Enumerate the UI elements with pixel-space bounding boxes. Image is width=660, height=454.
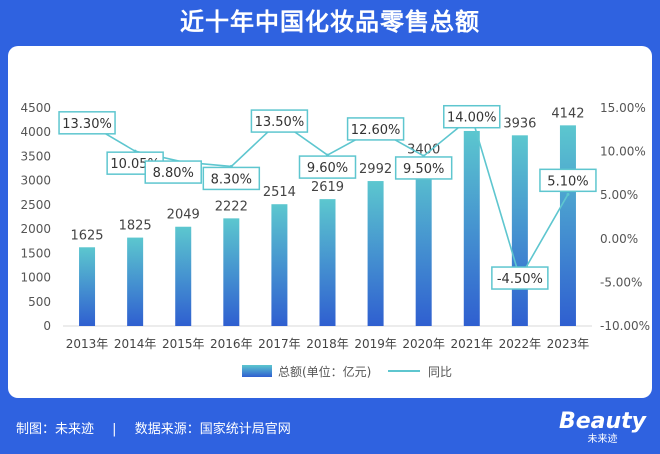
data-source: 数据来源：国家统计局官网 xyxy=(134,422,291,437)
x-tick-label: 2015年 xyxy=(162,337,205,351)
bar xyxy=(559,125,576,326)
page-title: 近十年中国化妆品零售总额 xyxy=(180,8,480,36)
brand-subtitle: 未来迹 xyxy=(587,434,618,445)
bar-value-label: 2992 xyxy=(359,162,392,177)
x-tick-label: 2016年 xyxy=(210,337,253,351)
yoy-label-box xyxy=(202,166,261,191)
yoy-label-box xyxy=(491,266,549,290)
yoy-label-box xyxy=(144,160,202,184)
y-axis-left: 0 500 1000 1500 2000 2500 3000 3500 4000 4500 xyxy=(20,101,51,333)
y-left-tick: 2000 xyxy=(20,222,51,236)
y-right-tick: -5.00% xyxy=(600,275,642,289)
bar xyxy=(367,181,384,326)
yoy-label-box xyxy=(346,117,405,141)
y-left-tick: 500 xyxy=(28,295,51,309)
yoy-label: -4.50% xyxy=(497,272,543,287)
bar xyxy=(511,135,528,326)
x-tick-label: 2020年 xyxy=(402,337,445,351)
bar-value-label: 3936 xyxy=(503,116,536,131)
bar-value-label: 2514 xyxy=(263,185,296,200)
bar xyxy=(175,226,192,326)
x-tick-label: 2013年 xyxy=(66,337,109,351)
y-right-tick: 15.00% xyxy=(600,101,646,115)
yoy-label: 14.00% xyxy=(447,111,497,126)
credits: 制图：未来迹 | 数据来源：国家统计局官网 xyxy=(16,418,291,437)
y-left-tick: 2500 xyxy=(20,198,51,212)
y-right-tick: 0.00% xyxy=(600,232,638,246)
legend: 总额(单位：亿元) 同比 xyxy=(242,364,452,379)
yoy-label: 9.60% xyxy=(307,161,348,176)
y-right-tick: 10.00% xyxy=(600,145,646,159)
x-tick-label: 2017年 xyxy=(258,337,301,351)
made-by: 制图：未来迹 xyxy=(16,422,95,437)
x-tick-label: 2022年 xyxy=(499,337,542,351)
y-right-tick: 5.00% xyxy=(600,188,638,202)
x-tick-label: 2019年 xyxy=(354,337,397,351)
chart-card: 0 500 1000 1500 2000 2500 3000 3500 4000 4500 -10… xyxy=(8,46,652,398)
yoy-label-box xyxy=(250,109,309,133)
x-tick-label: 2014年 xyxy=(114,337,157,351)
bar xyxy=(415,161,432,326)
yoy-label: 5.10% xyxy=(547,174,588,189)
y-left-tick: 1000 xyxy=(20,271,51,285)
y-left-tick: 0 xyxy=(43,319,51,333)
brand-name: Beauty xyxy=(558,409,646,434)
yoy-label-box xyxy=(539,168,597,193)
yoy-label: 9.50% xyxy=(403,162,444,177)
line-point xyxy=(566,192,570,196)
yoy-label-box xyxy=(394,156,453,180)
y-axis-right: -10.00% -5.00% 0.00% 5.00% 10.00% 15.00% xyxy=(600,101,650,333)
x-tick-label: 2023年 xyxy=(547,337,590,351)
y-left-tick: 1500 xyxy=(20,246,51,260)
y-left-tick: 4000 xyxy=(20,125,51,139)
bar-value-label: 1625 xyxy=(70,228,103,243)
bar xyxy=(127,237,144,326)
bar-value-label: 4142 xyxy=(551,106,584,121)
y-left-tick: 3500 xyxy=(20,149,51,163)
yoy-label-box xyxy=(443,104,501,129)
brand-logo: Beauty 未来迹 xyxy=(559,410,646,446)
x-axis: 2013年 2014年 2015年 2016年 2017年 2018年 2019年 2020年… xyxy=(63,325,592,351)
bar-value-label: 3400 xyxy=(407,142,440,157)
yoy-label: 8.80% xyxy=(153,166,194,181)
legend-line-label: 同比 xyxy=(428,365,452,379)
yoy-label: 12.60% xyxy=(351,123,401,138)
y-left-tick: 4500 xyxy=(20,101,51,115)
x-tick-label: 2018年 xyxy=(306,337,349,351)
bar xyxy=(271,204,288,326)
yoy-label: 13.30% xyxy=(62,117,112,132)
y-left-tick: 3000 xyxy=(20,174,51,188)
bar-value-label: 2222 xyxy=(215,199,248,214)
bar xyxy=(79,247,96,326)
legend-bar-swatch xyxy=(242,365,272,377)
yoy-label-box xyxy=(298,155,357,179)
bar-value-label: 1825 xyxy=(119,219,152,234)
bar-value-label: 2049 xyxy=(167,208,200,223)
footer: 制图：未来迹 | 数据来源：国家统计局官网 Beauty 未来迹 xyxy=(0,404,660,454)
x-tick-label: 2021年 xyxy=(450,337,493,351)
legend-bar-label: 总额(单位：亿元) xyxy=(278,364,371,379)
line-labels: 13.30%10.05%8.80% 8.30%13.50%9.60%12.60%9… xyxy=(58,104,597,290)
yoy-label: 13.50% xyxy=(255,115,305,130)
bar xyxy=(319,199,336,326)
yoy-label: 8.30% xyxy=(211,172,252,187)
combo-chart: 0 500 1000 1500 2000 2500 3000 3500 4000 4500 -10… xyxy=(20,101,650,379)
y-right-tick: -10.00% xyxy=(600,319,650,333)
bar-value-label: 2619 xyxy=(311,180,344,195)
separator: | xyxy=(112,422,117,437)
bar xyxy=(223,218,240,326)
bar xyxy=(463,130,480,326)
yoy-label-box xyxy=(58,111,116,135)
